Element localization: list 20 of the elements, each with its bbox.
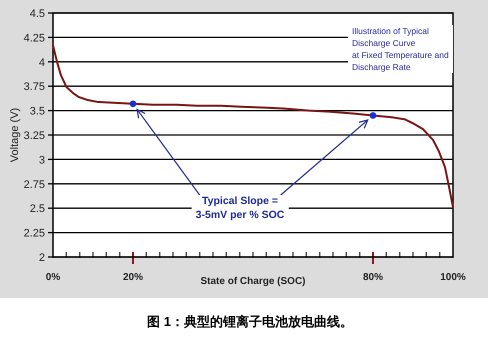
y-tick-label: 2.75 xyxy=(24,178,45,191)
x-tick-label: 20% xyxy=(122,272,144,283)
annotation: Typical Slope = 3-5mV per % SOC xyxy=(196,195,285,221)
y-tick-label: 4.5 xyxy=(30,8,45,20)
y-tick-label: 3 xyxy=(38,154,45,166)
y-tick-label: 2.5 xyxy=(30,203,45,216)
text: 图 1：典型的锂离子电池放电曲线。 xyxy=(147,314,353,329)
y-tick-label: 4.25 xyxy=(24,32,45,44)
y-tick-label: 3.25 xyxy=(24,130,45,142)
x-tick-label: 100% xyxy=(440,272,466,283)
y-tick-label: 3.75 xyxy=(24,81,45,94)
x-axis-title: State of Charge (SOC) xyxy=(200,276,306,287)
annotation: Illustration of Typical Discharge Curve at Fixed Temperature and Discharge Rate xyxy=(352,26,449,72)
y-axis-title: Voltage (V) xyxy=(9,108,21,162)
y-tick-label: 2 xyxy=(38,252,45,264)
x-tick-label: 0% xyxy=(46,272,60,283)
y-tick-label: 4 xyxy=(38,56,45,69)
y-tick-label: 3.5 xyxy=(30,106,45,118)
x-tick-label: 80% xyxy=(362,272,384,283)
y-tick-label: 2.25 xyxy=(24,228,45,240)
